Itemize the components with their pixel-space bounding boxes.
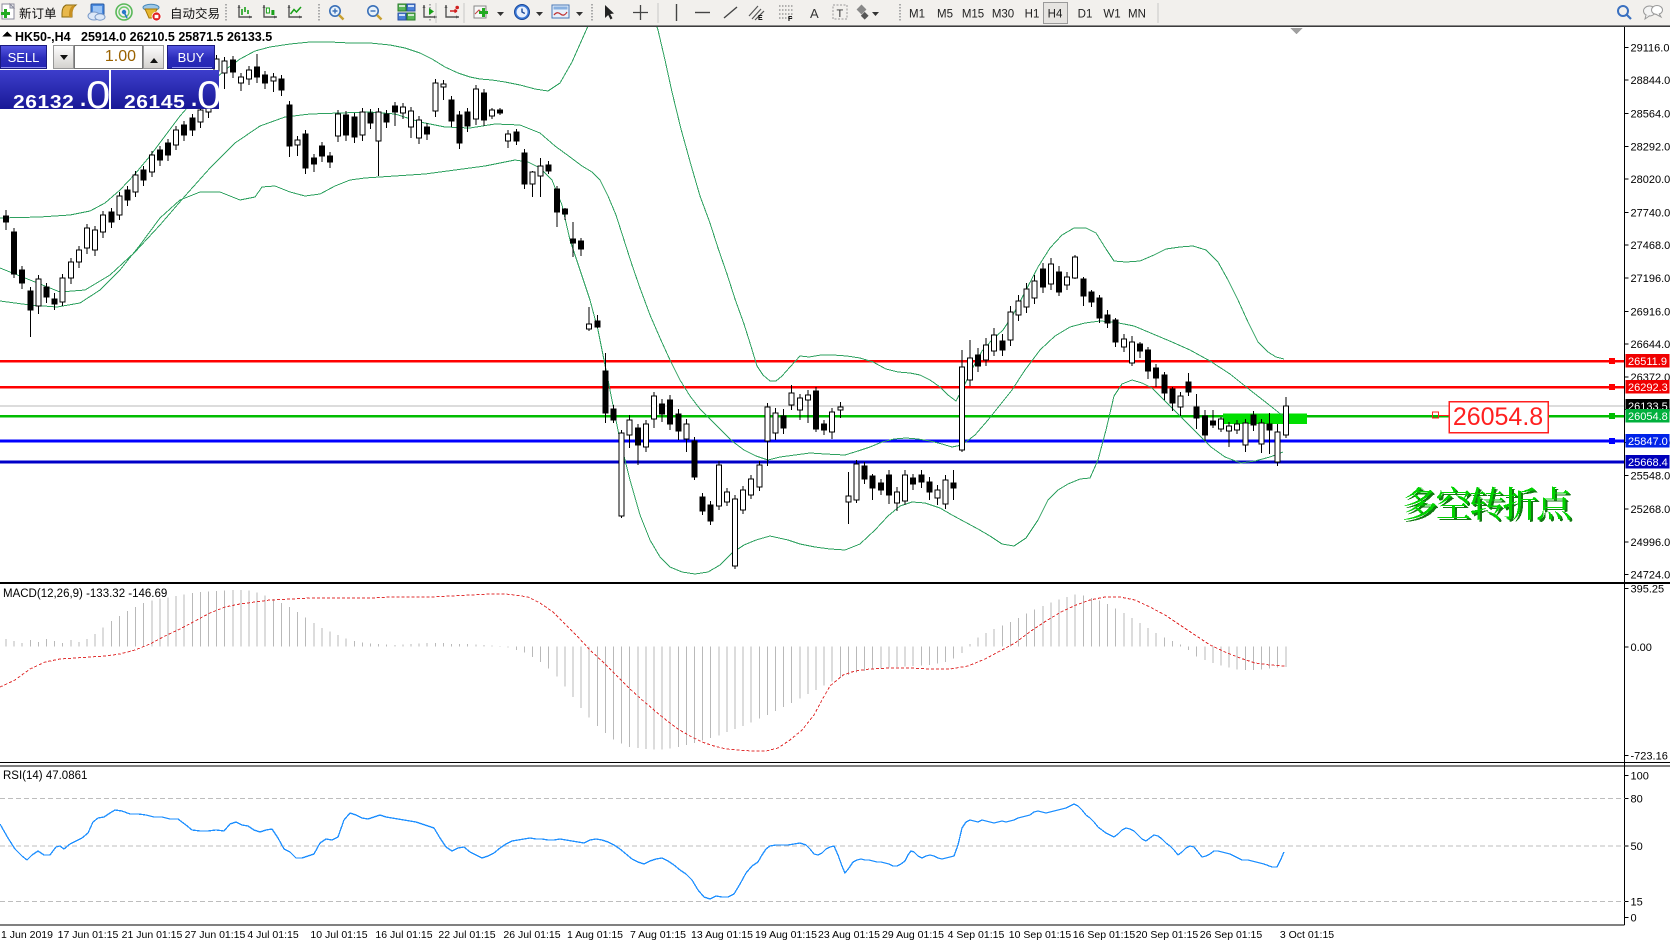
svg-text:7 Aug 01:15: 7 Aug 01:15 [630,929,686,941]
svg-text:3 Oct 01:15: 3 Oct 01:15 [1280,929,1334,941]
svg-text:0.00: 0.00 [1631,642,1652,654]
svg-text:HK50-,H4: HK50-,H4 [15,30,71,44]
svg-text:25548.0: 25548.0 [1631,471,1670,483]
svg-text:28844.0: 28844.0 [1631,75,1670,87]
svg-text:H1: H1 [1025,9,1040,21]
svg-text:100: 100 [1631,771,1649,783]
svg-text:26 Sep 01:15: 26 Sep 01:15 [1200,929,1263,941]
svg-text:W1: W1 [1103,9,1120,21]
svg-text:26054.8: 26054.8 [1628,411,1668,423]
svg-text:13 Aug 01:15: 13 Aug 01:15 [691,929,753,941]
svg-text:4 Jul 01:15: 4 Jul 01:15 [247,929,299,941]
svg-text:24724.0: 24724.0 [1631,570,1670,582]
svg-text:50: 50 [1631,841,1643,853]
svg-text:25268.0: 25268.0 [1631,504,1670,516]
svg-text:4 Sep 01:15: 4 Sep 01:15 [948,929,1005,941]
svg-text:1 Aug 01:15: 1 Aug 01:15 [567,929,623,941]
svg-text:28292.0: 28292.0 [1631,141,1670,153]
svg-text:0: 0 [1631,913,1637,925]
svg-text:26644.0: 26644.0 [1631,339,1670,351]
svg-text:10 Sep 01:15: 10 Sep 01:15 [1009,929,1072,941]
svg-text:26 Jul 01:15: 26 Jul 01:15 [503,929,560,941]
svg-text:1 Jun 2019: 1 Jun 2019 [1,929,53,941]
svg-text:16 Jul 01:15: 16 Jul 01:15 [375,929,432,941]
svg-text:M15: M15 [962,9,984,21]
svg-text:21 Jun 01:15: 21 Jun 01:15 [122,929,183,941]
svg-text:27468.0: 27468.0 [1631,240,1670,252]
svg-text:28564.0: 28564.0 [1631,109,1670,121]
svg-text:F: F [788,16,793,23]
svg-text:-723.16: -723.16 [1631,751,1668,763]
svg-text:29116.0: 29116.0 [1631,43,1670,55]
svg-text:29 Aug 01:15: 29 Aug 01:15 [882,929,944,941]
svg-text:20 Sep 01:15: 20 Sep 01:15 [1136,929,1199,941]
svg-text:RSI(14) 47.0861: RSI(14) 47.0861 [3,770,87,782]
svg-text:26054.8: 26054.8 [1453,403,1543,431]
svg-text:25668.4: 25668.4 [1628,457,1668,469]
svg-text:15: 15 [1631,897,1643,909]
svg-text:H4: H4 [1048,9,1063,21]
svg-text:22 Jul 01:15: 22 Jul 01:15 [438,929,495,941]
svg-text:19 Aug 01:15: 19 Aug 01:15 [755,929,817,941]
svg-text:M30: M30 [992,9,1014,21]
svg-text:16 Sep 01:15: 16 Sep 01:15 [1073,929,1136,941]
svg-text:26916.0: 26916.0 [1631,307,1670,319]
svg-text:26511.9: 26511.9 [1628,356,1667,368]
svg-text:E: E [758,15,763,22]
svg-text:23 Aug 01:15: 23 Aug 01:15 [818,929,880,941]
svg-text:25914.0 26210.5 25871.5 26133.: 25914.0 26210.5 25871.5 26133.5 [81,30,272,44]
svg-text:10 Jul 01:15: 10 Jul 01:15 [310,929,367,941]
svg-text:27 Jun 01:15: 27 Jun 01:15 [185,929,246,941]
svg-text:80: 80 [1631,794,1643,806]
svg-text:M5: M5 [937,9,953,21]
svg-text:T: T [837,8,844,20]
svg-text:MN: MN [1128,9,1146,21]
svg-text:395.25: 395.25 [1631,584,1665,596]
svg-text:27740.0: 27740.0 [1631,208,1670,220]
svg-text:MACD(12,26,9) -133.32 -146.69: MACD(12,26,9) -133.32 -146.69 [3,588,167,600]
svg-text:25847.0: 25847.0 [1628,436,1668,448]
svg-text:M1: M1 [909,9,925,21]
svg-text:28020.0: 28020.0 [1631,174,1670,186]
svg-text:27196.0: 27196.0 [1631,273,1670,285]
svg-text:A: A [810,6,819,21]
svg-text:26292.3: 26292.3 [1628,382,1668,394]
svg-text:24996.0: 24996.0 [1631,537,1670,549]
svg-text:17 Jun 01:15: 17 Jun 01:15 [58,929,119,941]
svg-text:D1: D1 [1078,9,1093,21]
